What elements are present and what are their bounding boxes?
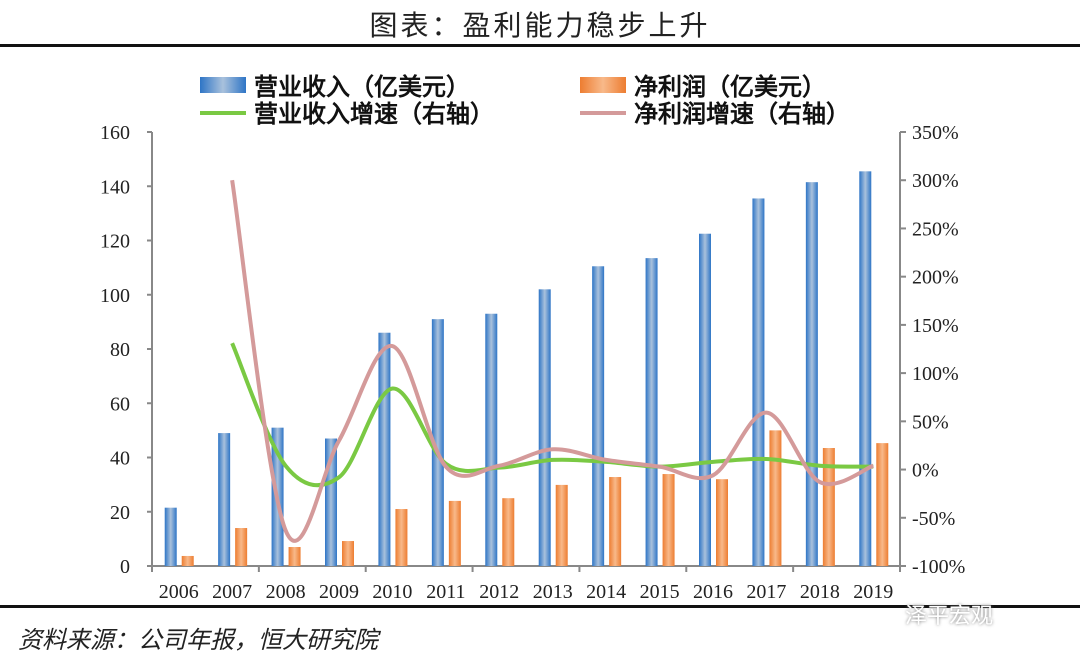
revenue-bar	[752, 198, 765, 567]
right-tick-label: 50%	[912, 411, 949, 433]
right-tick-label: 350%	[912, 122, 959, 144]
profit-bar	[288, 547, 301, 566]
right-tick-label: 0%	[912, 460, 939, 482]
left-tick-label: 40	[110, 448, 130, 470]
x-tick-label: 2016	[693, 581, 733, 603]
revenue-bar	[805, 182, 818, 566]
right-tick-label: 100%	[912, 363, 959, 385]
profit-bar	[502, 498, 515, 566]
profit-bar	[662, 474, 675, 566]
source-note: 资料来源：公司年报，恒大研究院	[18, 626, 378, 654]
profit-bar	[769, 430, 782, 566]
left-tick-label: 20	[110, 502, 130, 524]
profit-bar	[448, 500, 461, 566]
right-tick-label: 200%	[912, 267, 959, 289]
revenue-bar	[485, 313, 498, 566]
x-tick-label: 2011	[426, 581, 465, 603]
x-tick-label: 2019	[853, 581, 893, 603]
chart-title: 图表：盈利能力稳步上升	[369, 9, 711, 42]
profit-bar	[609, 477, 622, 566]
revenue-growth-line	[230, 342, 874, 488]
x-tick-label: 2014	[586, 581, 626, 603]
revenue-bar	[378, 332, 391, 566]
legend-label: 净利润（亿美元）	[634, 73, 826, 101]
left-tick-label: 160	[100, 122, 130, 144]
profit-bar	[716, 479, 728, 566]
revenue-bar	[538, 289, 551, 566]
revenue-bar	[218, 433, 231, 566]
legend-swatch	[580, 77, 626, 93]
legend-label: 营业收入（亿美元）	[254, 73, 470, 101]
left-tick-label: 140	[100, 176, 130, 198]
bottom-rule	[0, 605, 1080, 608]
revenue-bar	[859, 171, 872, 567]
left-tick-label: 0	[120, 556, 130, 578]
x-tick-label: 2008	[266, 581, 306, 603]
legend-label: 营业收入增速（右轴）	[254, 100, 494, 128]
x-tick-label: 2012	[479, 581, 519, 603]
revenue-bar	[592, 266, 605, 566]
left-tick-label: 120	[100, 231, 130, 253]
x-tick-label: 2007	[212, 581, 252, 603]
profit-growth-line	[230, 179, 875, 543]
left-tick-label: 80	[110, 339, 130, 361]
x-tick-label: 2015	[640, 581, 680, 603]
revenue-bar	[164, 507, 177, 566]
top-rule	[0, 44, 1080, 47]
right-tick-label: 150%	[912, 315, 959, 337]
profit-bar	[395, 509, 408, 566]
revenue-bar	[431, 319, 444, 566]
x-tick-label: 2018	[800, 581, 840, 603]
legend-swatch	[200, 77, 246, 93]
x-tick-label: 2010	[372, 581, 412, 603]
revenue-bar	[645, 258, 658, 566]
profit-bar	[876, 443, 889, 566]
right-tick-label: 300%	[912, 170, 959, 192]
legend-label: 净利润增速（右轴）	[634, 100, 850, 128]
right-tick-label: 250%	[912, 218, 959, 240]
right-tick-label: -100%	[912, 556, 965, 578]
watermark: 泽平宏观	[905, 604, 994, 629]
profit-bar	[181, 555, 194, 566]
x-tick-label: 2013	[533, 581, 573, 603]
profit-bar	[235, 528, 248, 566]
x-tick-label: 2006	[159, 581, 199, 603]
chart-svg: 0 20 40 60 80 100 120 140 160 -100% -50% 0% 50% 100% 1…	[100, 73, 965, 603]
left-tick-label: 60	[110, 393, 130, 415]
revenue-bar	[699, 233, 711, 566]
profit-bar	[555, 484, 568, 566]
x-tick-label: 2009	[319, 581, 359, 603]
left-tick-label: 100	[100, 285, 130, 307]
right-tick-label: -50%	[912, 508, 955, 530]
profit-bar	[342, 541, 354, 566]
profit-bar	[822, 448, 835, 566]
x-tick-label: 2017	[746, 581, 786, 603]
